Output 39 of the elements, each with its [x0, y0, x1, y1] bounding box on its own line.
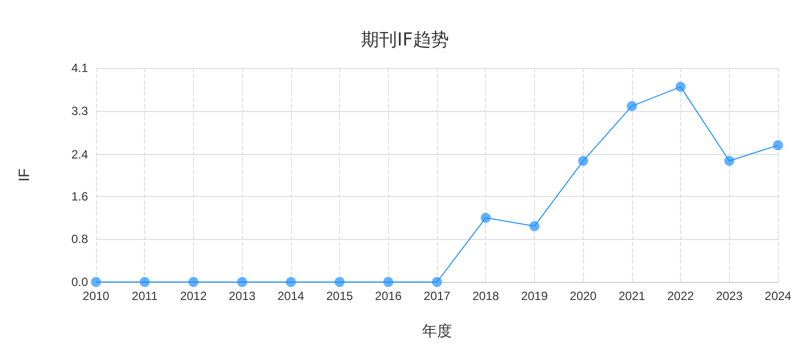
- y-tick-label: 1.6: [71, 189, 88, 204]
- point: [626, 101, 637, 112]
- y-tick-label: 4.1: [71, 61, 88, 75]
- point: [286, 277, 296, 287]
- point: [578, 156, 588, 166]
- point: [383, 277, 394, 287]
- x-axis-title: 年度: [422, 323, 452, 340]
- point: [773, 140, 783, 150]
- y-tick-label: 0.0: [71, 275, 88, 289]
- point: [724, 156, 734, 166]
- x-tick-label: 2015: [326, 289, 354, 303]
- y-tick-label: 0.8: [71, 232, 88, 246]
- x-tick-label: 2011: [132, 289, 158, 303]
- point: [529, 221, 540, 232]
- point: [237, 277, 248, 287]
- x-tick-label: 2018: [472, 289, 500, 303]
- x-tick-label: 2022: [667, 289, 694, 303]
- x-tick-label: 2023: [716, 289, 743, 303]
- point: [432, 277, 442, 287]
- point: [140, 277, 150, 287]
- x-tick-label: 2014: [278, 289, 305, 303]
- x-tick-label: 2024: [764, 289, 792, 303]
- point: [480, 212, 491, 223]
- x-tick-label: 2010: [82, 289, 110, 303]
- x-tick-label: 2017: [424, 289, 451, 303]
- point: [676, 82, 686, 92]
- point: [91, 277, 101, 287]
- x-tick-label: 2013: [228, 289, 256, 303]
- chart-title: 期刊IF趋势: [361, 30, 449, 50]
- x-tick-label: 2016: [374, 289, 402, 303]
- x-tick-label: 2020: [570, 289, 597, 303]
- x-tick-label: 2021: [618, 289, 646, 303]
- y-axis-title: IF: [16, 168, 33, 182]
- point: [188, 277, 198, 287]
- point: [334, 277, 345, 287]
- x-tick-label: 2012: [180, 289, 208, 303]
- x-tick-label: 2019: [521, 289, 548, 303]
- y-tick-label: 2.4: [71, 148, 88, 162]
- y-tick-label: 3.3: [71, 104, 88, 118]
